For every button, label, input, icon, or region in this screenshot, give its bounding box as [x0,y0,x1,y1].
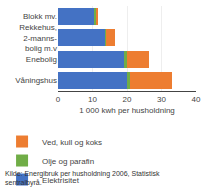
svg-text:Rekkehus,2-manns-bolig m.v: Rekkehus,2-manns-bolig m.v [19,23,57,53]
svg-text:20: 20 [123,95,132,104]
svg-text:30: 30 [157,95,166,104]
svg-text:Ved, kull og koks: Ved, kull og koks [42,138,102,147]
svg-text:Våningshus: Våningshus [15,76,57,85]
svg-text:10: 10 [88,95,97,104]
svg-text:0: 0 [56,95,61,104]
svg-text:40: 40 [192,95,201,104]
svg-text:Blokk mv.: Blokk mv. [23,12,57,21]
svg-text:Enebolig: Enebolig [26,55,57,64]
svg-text:Kilde: Energibruk per husholdn: Kilde: Energibruk per husholdning 2006, … [5,170,160,187]
svg-text:Olje og parafin: Olje og parafin [42,157,94,166]
svg-text:Elektrisitet: Elektrisitet [42,176,80,185]
svg-text:1 000 kwh per husholdning: 1 000 kwh per husholdning [79,106,175,115]
